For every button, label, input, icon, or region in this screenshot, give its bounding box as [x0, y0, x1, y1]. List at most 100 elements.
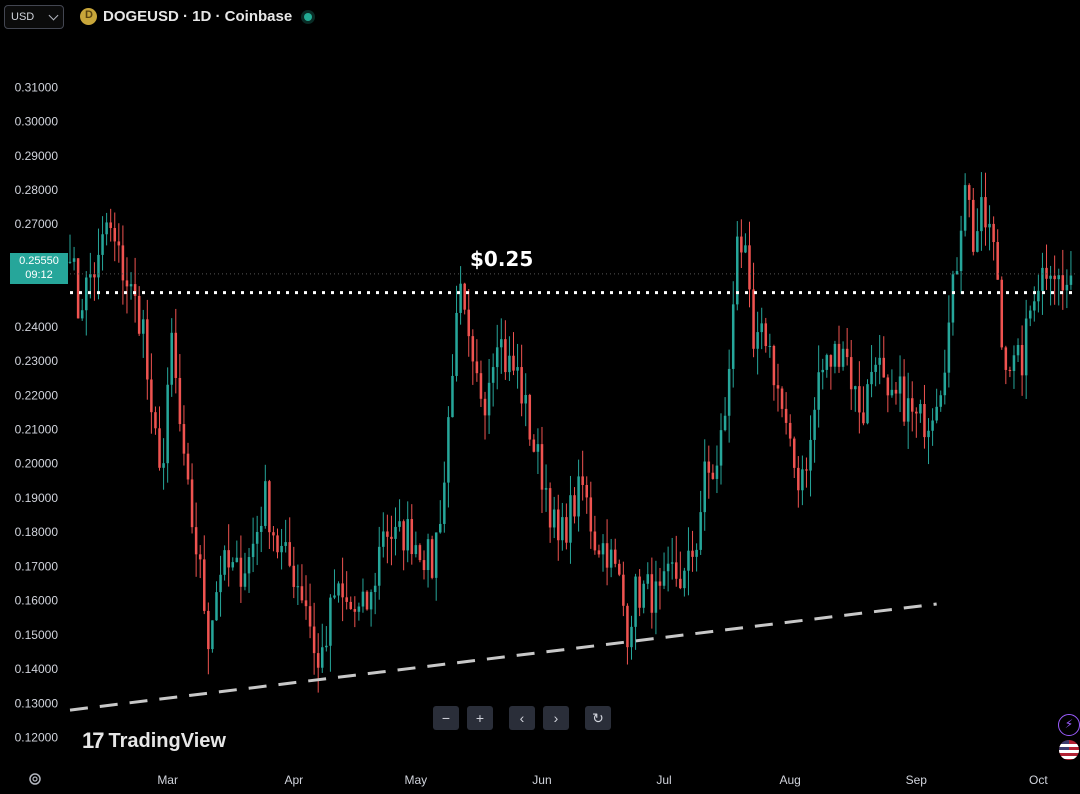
candle-body — [426, 539, 430, 571]
support-trendline[interactable] — [69, 602, 937, 712]
candle-body — [105, 222, 108, 235]
candle-body — [727, 368, 731, 416]
time-axis[interactable]: Mar Apr May Jun Jul Aug Sep Oct — [157, 773, 1048, 787]
candle-body — [898, 376, 902, 394]
candle-body — [150, 379, 153, 413]
candle-body — [434, 532, 438, 578]
candle-body — [186, 453, 190, 480]
candle-body — [699, 512, 702, 550]
candle-body — [80, 310, 84, 319]
candle-body — [923, 404, 926, 438]
candle-body — [251, 543, 255, 558]
candle-body — [382, 531, 385, 547]
lightning-icon[interactable]: ⚡ — [1058, 714, 1080, 736]
candle-body — [674, 562, 678, 579]
chart-navigation: − + ‹ › ↻ — [433, 706, 611, 730]
candle-body — [992, 223, 995, 243]
candle-body — [654, 581, 658, 613]
candle-body — [528, 394, 532, 440]
candle-body — [679, 578, 682, 589]
candle-body — [666, 563, 670, 572]
scroll-right-button[interactable]: › — [543, 706, 569, 730]
x-tick-label: Apr — [284, 773, 303, 787]
candle-body — [687, 550, 690, 571]
zoom-out-button[interactable]: − — [433, 706, 459, 730]
candle-body — [219, 574, 222, 593]
candle-body — [980, 197, 983, 232]
candle-body — [231, 562, 235, 568]
y-tick-label: 0.28000 — [15, 183, 59, 197]
y-tick-label: 0.30000 — [15, 115, 59, 129]
candle-body — [894, 389, 898, 394]
x-tick-label: Mar — [157, 773, 178, 787]
candle-body — [561, 517, 564, 541]
candle-body — [1061, 275, 1065, 291]
candle-body — [321, 647, 324, 668]
candle-body — [784, 408, 788, 423]
scroll-left-button[interactable]: ‹ — [509, 706, 535, 730]
candle-body — [170, 332, 173, 385]
candle-body — [862, 412, 865, 424]
candle-body — [182, 424, 186, 454]
candle-body — [349, 601, 353, 610]
candle-body — [504, 339, 507, 373]
candle-body — [813, 409, 816, 440]
candle-body — [451, 375, 454, 418]
candle-body — [243, 573, 247, 587]
candle-body — [634, 576, 637, 627]
candle-body — [166, 384, 169, 464]
x-tick-label: Sep — [906, 773, 928, 787]
candle-body — [764, 323, 768, 347]
candle-body — [984, 197, 987, 228]
candle-body — [386, 531, 389, 537]
candle-body — [361, 591, 365, 607]
candle-body — [117, 241, 121, 246]
candle-body — [194, 527, 198, 555]
y-tick-label: 0.14000 — [15, 662, 59, 676]
currency-value: USD — [11, 11, 35, 23]
candle-body — [963, 185, 967, 231]
candle-body — [780, 388, 784, 409]
candle-body — [821, 369, 824, 373]
candle-body — [345, 597, 348, 602]
candle-body — [959, 230, 963, 272]
brand-name: TradingView — [108, 729, 226, 752]
gear-icon[interactable] — [28, 772, 42, 786]
us-flag-icon[interactable] — [1059, 740, 1079, 760]
candle-body — [833, 343, 837, 367]
candle-body — [500, 339, 503, 348]
symbol-title[interactable]: DOGEUSD · 1D · Coinbase — [80, 8, 313, 25]
y-tick-label: 0.13000 — [15, 696, 59, 710]
candle-body — [797, 467, 800, 491]
y-tick-label: 0.20000 — [15, 457, 59, 471]
candle-body — [410, 519, 414, 555]
candle-body — [341, 583, 344, 598]
candle-body — [585, 484, 589, 498]
chevron-down-icon — [48, 10, 59, 21]
y-tick-label: 0.15000 — [15, 628, 59, 642]
candle-body — [854, 386, 857, 390]
candle-body — [276, 535, 279, 553]
candle-body — [495, 347, 499, 368]
candle-body — [691, 550, 694, 557]
candle-body — [1008, 369, 1012, 372]
candle-body — [768, 345, 772, 347]
candle-body — [719, 430, 723, 466]
currency-select[interactable]: USD — [4, 5, 64, 29]
candle-body — [211, 620, 214, 650]
price-axis[interactable]: 0.310000.300000.290000.280000.270000.260… — [15, 80, 59, 744]
candle-body — [866, 384, 869, 424]
reset-chart-button[interactable]: ↻ — [585, 706, 611, 730]
candle-body — [882, 357, 886, 378]
candle-body — [296, 586, 300, 588]
candle-body — [601, 543, 605, 555]
candle-body — [255, 531, 259, 544]
zoom-in-button[interactable]: + — [467, 706, 493, 730]
tradingview-logo[interactable]: 17 TradingView — [82, 728, 226, 754]
candle-body — [642, 583, 645, 608]
candle-body — [915, 411, 918, 414]
candle-body — [68, 261, 72, 263]
market-open-status-icon — [304, 12, 313, 21]
candle-body — [365, 591, 369, 610]
